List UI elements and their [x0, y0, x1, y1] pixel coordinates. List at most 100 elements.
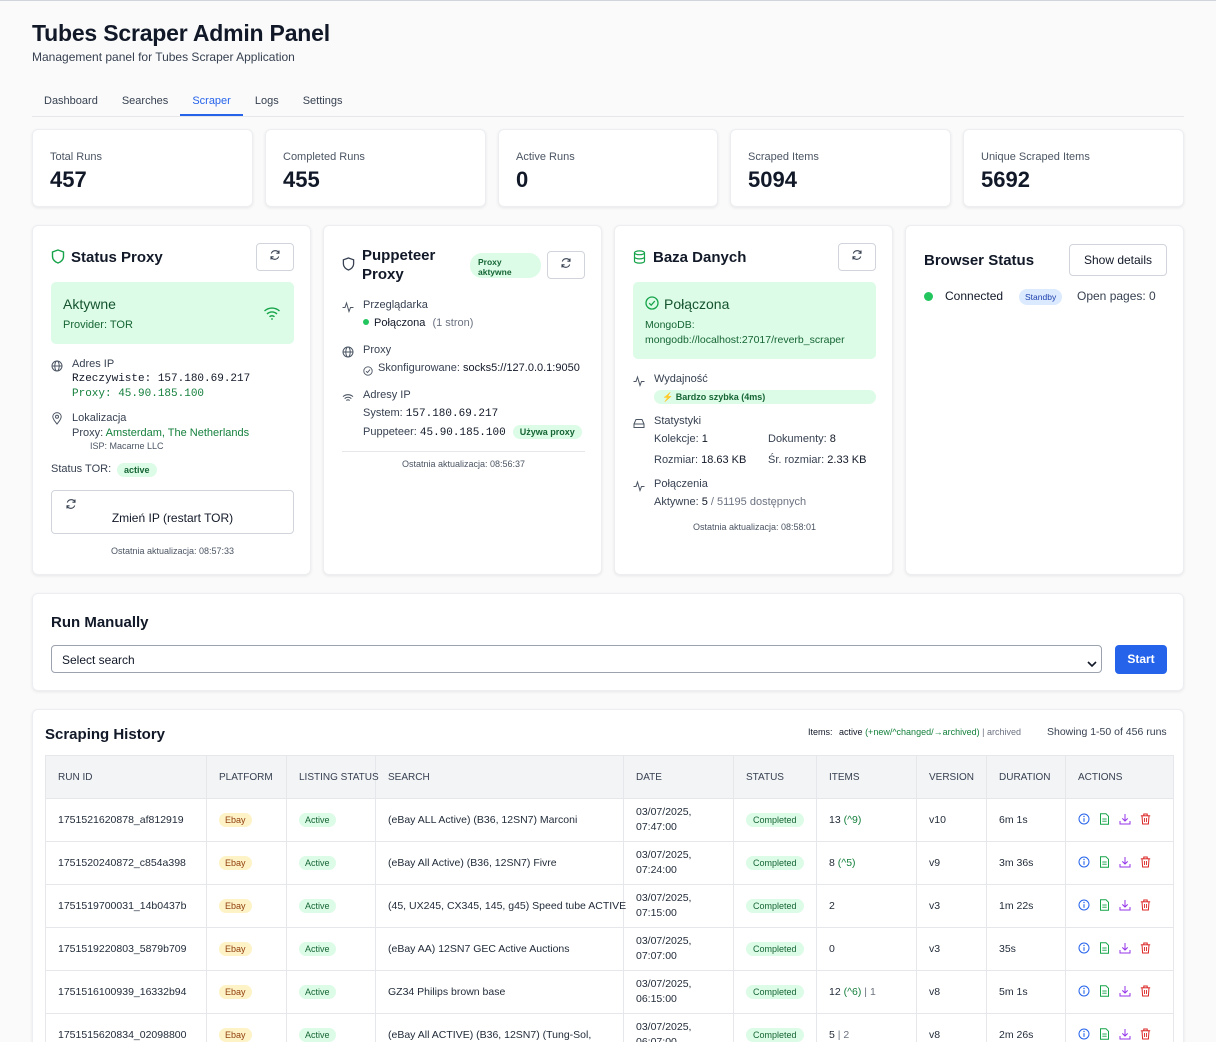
platform-badge: Ebay [219, 942, 252, 956]
items-count: 13 [829, 814, 841, 826]
file-icon[interactable] [1099, 984, 1110, 1000]
mongo-url: mongodb://localhost:27017/reverb_scraper [645, 334, 845, 346]
trash-icon[interactable] [1140, 942, 1151, 957]
change-ip-button[interactable]: Zmień IP (restart TOR) [51, 490, 294, 534]
table-row[interactable]: 1751521620878_af812919 Ebay Active (eBay… [45, 798, 1174, 842]
status-cell: Completed [733, 1013, 817, 1042]
run-id: 1751516100939_16332b94 [58, 986, 187, 998]
version: v9 [929, 857, 941, 869]
actions-cell [1065, 841, 1174, 885]
file-icon[interactable] [1099, 812, 1110, 828]
check-circle-icon [363, 363, 373, 381]
trash-icon[interactable] [1140, 899, 1151, 914]
stat-card-completed-runs: Completed Runs 455 [265, 129, 486, 207]
wifi-icon [263, 306, 281, 325]
stat-label: Total Runs [50, 151, 102, 163]
version-cell: v8 [916, 970, 987, 1014]
table-row[interactable]: 1751516100939_16332b94 Ebay Active GZ34 … [45, 970, 1174, 1014]
items-change: (^6) [843, 986, 862, 998]
info-icon[interactable] [1078, 899, 1090, 914]
platform-badge: Ebay [219, 899, 252, 913]
col-duration[interactable]: DURATION [986, 755, 1066, 799]
col-status[interactable]: STATUS [733, 755, 817, 799]
status-badge: Completed [746, 899, 804, 913]
refresh-button[interactable] [256, 243, 294, 271]
col-items[interactable]: ITEMS [816, 755, 917, 799]
last-update: Ostatnia aktualizacja: 08:57:33 [110, 546, 235, 556]
tab-settings[interactable]: Settings [302, 95, 343, 107]
download-icon[interactable] [1119, 813, 1131, 828]
download-icon[interactable] [1119, 942, 1131, 957]
file-icon[interactable] [1099, 898, 1110, 914]
tab-searches[interactable]: Searches [121, 95, 169, 107]
refresh-button[interactable] [547, 251, 585, 279]
col-date[interactable]: DATE [623, 755, 734, 799]
badge-line2: aktywne [478, 267, 512, 277]
table-row[interactable]: 1751520240872_c854a398 Ebay Active (eBay… [45, 841, 1174, 885]
download-icon[interactable] [1119, 899, 1131, 914]
start-button[interactable]: Start [1115, 645, 1167, 674]
download-icon[interactable] [1119, 1028, 1131, 1042]
tab-dashboard[interactable]: Dashboard [44, 95, 98, 107]
version: v3 [929, 900, 941, 912]
trash-icon[interactable] [1140, 985, 1151, 1000]
listing-badge: Active [299, 813, 336, 827]
refresh-icon [269, 248, 281, 266]
system-prefix: System: [363, 407, 403, 419]
listing-cell: Active [286, 841, 376, 885]
stat-value: 5692 [981, 167, 1030, 192]
show-details-button[interactable]: Show details [1069, 244, 1167, 276]
listing-badge: Active [299, 942, 336, 956]
info-icon[interactable] [1078, 985, 1090, 1000]
status-cell: Completed [733, 884, 817, 928]
listing-cell: Active [286, 884, 376, 928]
download-icon[interactable] [1119, 985, 1131, 1000]
table-row[interactable]: 1751519220803_5879b709 Ebay Active (eBay… [45, 927, 1174, 971]
info-icon[interactable] [1078, 942, 1090, 957]
file-icon[interactable] [1099, 941, 1110, 957]
platform-cell: Ebay [206, 927, 287, 971]
table-row[interactable]: 1751519700031_14b0437b Ebay Active (45, … [45, 884, 1174, 928]
run-id: 1751519220803_5879b709 [58, 943, 187, 955]
col-listing-status[interactable]: LISTING STATUS [286, 755, 379, 799]
perf-badge-text: Bardzo szybka (4ms) [675, 392, 766, 402]
card-title: Run Manually [51, 614, 149, 631]
search-name: (eBay All Active) (B36, 12SN7) Fivre [388, 857, 557, 869]
status-cell: Completed [733, 798, 817, 842]
items-count: 2 [829, 900, 835, 912]
trash-icon[interactable] [1140, 1028, 1151, 1042]
info-icon[interactable] [1078, 813, 1090, 828]
trash-icon[interactable] [1140, 813, 1151, 828]
platform-cell: Ebay [206, 970, 287, 1014]
search-name: (45, UX245, CX345, 145, g45) Speed tube … [388, 900, 627, 912]
browser-pages: (1 stron) [432, 317, 474, 329]
file-icon[interactable] [1099, 1027, 1110, 1042]
ip-label: Adres IP [72, 358, 115, 370]
refresh-button[interactable] [838, 243, 876, 271]
stat-value: 0 [516, 167, 529, 192]
documents-prefix: Dokumenty: [768, 433, 827, 445]
col-search[interactable]: SEARCH [375, 755, 624, 799]
stat-label: Unique Scraped Items [981, 151, 1090, 163]
download-icon[interactable] [1119, 856, 1131, 871]
col-run-id[interactable]: RUN ID [45, 755, 207, 799]
card-title: Status Proxy [71, 249, 163, 266]
info-icon[interactable] [1078, 856, 1090, 871]
card-title-line1: Puppeteer [362, 247, 436, 264]
search-cell: (45, UX245, CX345, 145, g45) Speed tube … [375, 884, 627, 928]
col-version[interactable]: VERSION [916, 755, 987, 799]
search-select[interactable]: Select search [51, 645, 1102, 673]
date-day: 03/07/2025, [636, 849, 692, 861]
info-icon[interactable] [1078, 1028, 1090, 1042]
puppeteer-prefix: Puppeteer: [363, 426, 417, 438]
location-prefix: Proxy: [72, 427, 104, 439]
listing-badge: Active [299, 1028, 336, 1042]
trash-icon[interactable] [1140, 856, 1151, 871]
duration: 2m 26s [999, 1029, 1034, 1041]
col-platform[interactable]: PLATFORM [206, 755, 287, 799]
file-icon[interactable] [1099, 855, 1110, 871]
tab-scraper[interactable]: Scraper [180, 88, 243, 116]
duration-cell: 6m 1s [986, 798, 1066, 842]
table-row[interactable]: 1751515620834_02098800 Ebay Active (eBay… [45, 1013, 1174, 1042]
tab-logs[interactable]: Logs [254, 95, 279, 107]
